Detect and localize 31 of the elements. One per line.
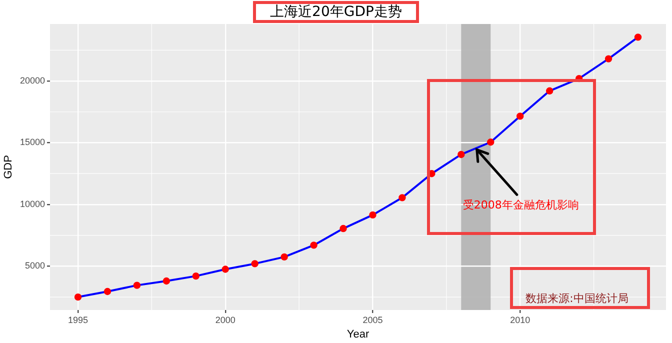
point [398, 194, 406, 202]
y-tick-label: 5000 [24, 260, 45, 271]
chart-title: 上海近20年GDP走势 [253, 1, 419, 23]
point [604, 55, 612, 62]
x-axis-title: Year [346, 328, 370, 340]
point [340, 224, 347, 232]
point [546, 87, 554, 94]
point [487, 138, 494, 146]
x-tick-label: 2005 [362, 314, 383, 325]
point [162, 277, 170, 285]
x-tick-label: 2000 [215, 314, 236, 325]
x-tick-label: 1995 [68, 314, 88, 325]
y-tick-label: 15000 [20, 137, 45, 148]
y-tick-label: 10000 [20, 198, 45, 209]
x-tick-label: 2010 [510, 314, 530, 325]
point [516, 112, 524, 120]
point [74, 293, 82, 301]
point [310, 242, 318, 249]
y-tick-label: 20000 [20, 76, 45, 86]
y-axis-title: GDP [2, 155, 15, 179]
point [222, 266, 229, 273]
point [634, 34, 642, 41]
point [369, 211, 376, 219]
point [280, 253, 288, 261]
annotation: 数据来源:中国统计局 [526, 292, 628, 305]
annotation: 受2008年金融危机影响 [462, 198, 579, 212]
point [458, 150, 465, 158]
point [192, 272, 200, 280]
point [133, 282, 141, 289]
point [104, 288, 112, 296]
point [251, 260, 258, 268]
